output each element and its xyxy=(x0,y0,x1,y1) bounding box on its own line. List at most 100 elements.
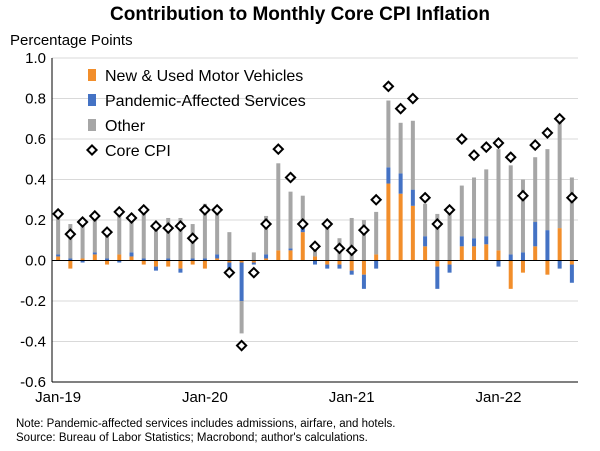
core-cpi-marker xyxy=(455,132,468,146)
bar-pandemic-affected-services xyxy=(423,236,428,247)
bar-pandemic-affected-services xyxy=(288,248,293,251)
core-cpi-marker xyxy=(382,80,395,93)
core-cpi-marker xyxy=(333,242,346,255)
core-cpi-marker xyxy=(64,228,77,241)
bar-new-used-motor-vehicles xyxy=(496,250,501,261)
core-cpi-marker xyxy=(504,151,517,164)
bar-pandemic-affected-services xyxy=(325,264,330,269)
bar-pandemic-affected-services xyxy=(557,260,562,269)
bar-other xyxy=(178,217,183,261)
core-cpi-marker xyxy=(443,203,456,216)
core-cpi-marker xyxy=(565,191,578,204)
core-cpi-marker xyxy=(480,141,493,154)
core-cpi-marker xyxy=(162,222,175,235)
core-cpi-marker xyxy=(357,224,370,237)
bar-new-used-motor-vehicles xyxy=(569,260,574,265)
bar-other xyxy=(484,169,489,237)
bar-pandemic-affected-services xyxy=(472,238,477,247)
bar-new-used-motor-vehicles xyxy=(105,260,110,265)
bar-other xyxy=(153,224,158,261)
core-cpi-marker xyxy=(113,205,126,218)
bar-pandemic-affected-services xyxy=(141,258,146,261)
x-tick-label: Jan-21 xyxy=(329,389,375,406)
core-cpi-marker xyxy=(211,203,224,216)
bar-new-used-motor-vehicles xyxy=(276,250,281,261)
legend-marker xyxy=(85,143,99,157)
bar-pandemic-affected-services xyxy=(508,254,513,261)
bar-pandemic-affected-services xyxy=(569,264,574,283)
y-tick-label: 0.6 xyxy=(25,131,46,148)
legend-swatch xyxy=(88,119,96,131)
bar-new-used-motor-vehicles xyxy=(300,232,305,261)
bar-other xyxy=(398,122,403,174)
core-cpi-marker xyxy=(419,191,432,204)
y-tick-label: 0.4 xyxy=(25,172,46,189)
core-cpi-marker xyxy=(174,220,187,233)
source-note: Source: Bureau of Labor Statistics; Macr… xyxy=(16,432,368,444)
chart-title: Contribution to Monthly Core CPI Inflati… xyxy=(110,4,490,25)
bar-other xyxy=(251,252,256,261)
legend-label: Pandemic-Affected Services xyxy=(105,93,306,110)
bar-new-used-motor-vehicles xyxy=(349,260,354,271)
bar-other xyxy=(300,195,305,229)
x-tick-label: Jan-22 xyxy=(476,389,522,406)
y-tick-label: 0.8 xyxy=(25,91,46,108)
bar-other xyxy=(569,177,574,261)
bar-other xyxy=(349,217,354,261)
bar-other xyxy=(68,224,73,259)
bar-new-used-motor-vehicles xyxy=(545,260,550,275)
bar-pandemic-affected-services xyxy=(533,222,538,247)
bar-pandemic-affected-services xyxy=(410,189,415,206)
core-cpi-marker xyxy=(406,92,419,105)
bar-pandemic-affected-services xyxy=(202,258,207,261)
bar-other xyxy=(276,163,281,251)
bar-new-used-motor-vehicles xyxy=(202,260,207,269)
core-cpi-marker xyxy=(52,207,65,220)
bar-other xyxy=(166,217,171,259)
bar-other xyxy=(202,203,207,259)
axes: -0.6 -0.4 -0.2 0.0 0.2 0.4 0.6 0.8 1.0 Jan-19 Jan-… xyxy=(20,50,578,406)
core-cpi-marker xyxy=(125,211,138,224)
legend: New & Used Motor Vehicles Pandemic-Affect… xyxy=(85,68,306,160)
bar-pandemic-affected-services xyxy=(313,260,317,265)
bar-other xyxy=(129,217,134,253)
bar-pandemic-affected-services xyxy=(435,266,440,289)
bar-new-used-motor-vehicles xyxy=(313,256,317,261)
bar-pandemic-affected-services xyxy=(190,258,195,261)
bar-new-used-motor-vehicles xyxy=(190,260,195,265)
bar-pandemic-affected-services xyxy=(300,228,305,233)
core-cpi-marker xyxy=(370,193,383,206)
core-cpi-marker xyxy=(296,218,309,231)
footnote: Note: Pandemic-affected services include… xyxy=(16,418,396,430)
bar-other xyxy=(105,230,110,259)
core-cpi-marker xyxy=(260,218,273,231)
bar-new-used-motor-vehicles xyxy=(398,193,403,261)
bar-pandemic-affected-services xyxy=(68,258,73,261)
bar-other xyxy=(92,211,97,253)
bar-other xyxy=(423,203,428,237)
bar-other xyxy=(374,211,379,255)
legend-label: Core CPI xyxy=(105,143,171,160)
bar-new-used-motor-vehicles xyxy=(508,260,513,289)
bar-new-used-motor-vehicles xyxy=(325,260,330,265)
bar-new-used-motor-vehicles xyxy=(129,256,134,261)
bar-pandemic-affected-services xyxy=(105,258,110,261)
core-cpi-marker xyxy=(149,220,162,233)
bar-other xyxy=(435,213,440,261)
core-cpi-marker xyxy=(345,244,358,257)
bar-other xyxy=(459,185,464,237)
bar-new-used-motor-vehicles xyxy=(410,205,415,261)
bar-pandemic-affected-services xyxy=(264,254,269,259)
bar-other xyxy=(545,149,550,231)
bar-pandemic-affected-services xyxy=(251,262,256,265)
bar-pandemic-affected-services xyxy=(178,268,183,273)
y-axis-label: Percentage Points xyxy=(10,32,133,49)
core-cpi-marker xyxy=(198,203,211,216)
core-cpi-marker xyxy=(284,171,297,184)
bar-new-used-motor-vehicles xyxy=(374,254,379,261)
y-tick-label: -0.4 xyxy=(20,334,46,351)
bar-new-used-motor-vehicles xyxy=(472,246,477,261)
bar-new-used-motor-vehicles xyxy=(68,260,73,269)
bar-other xyxy=(117,209,122,255)
legend-swatch xyxy=(88,94,96,106)
